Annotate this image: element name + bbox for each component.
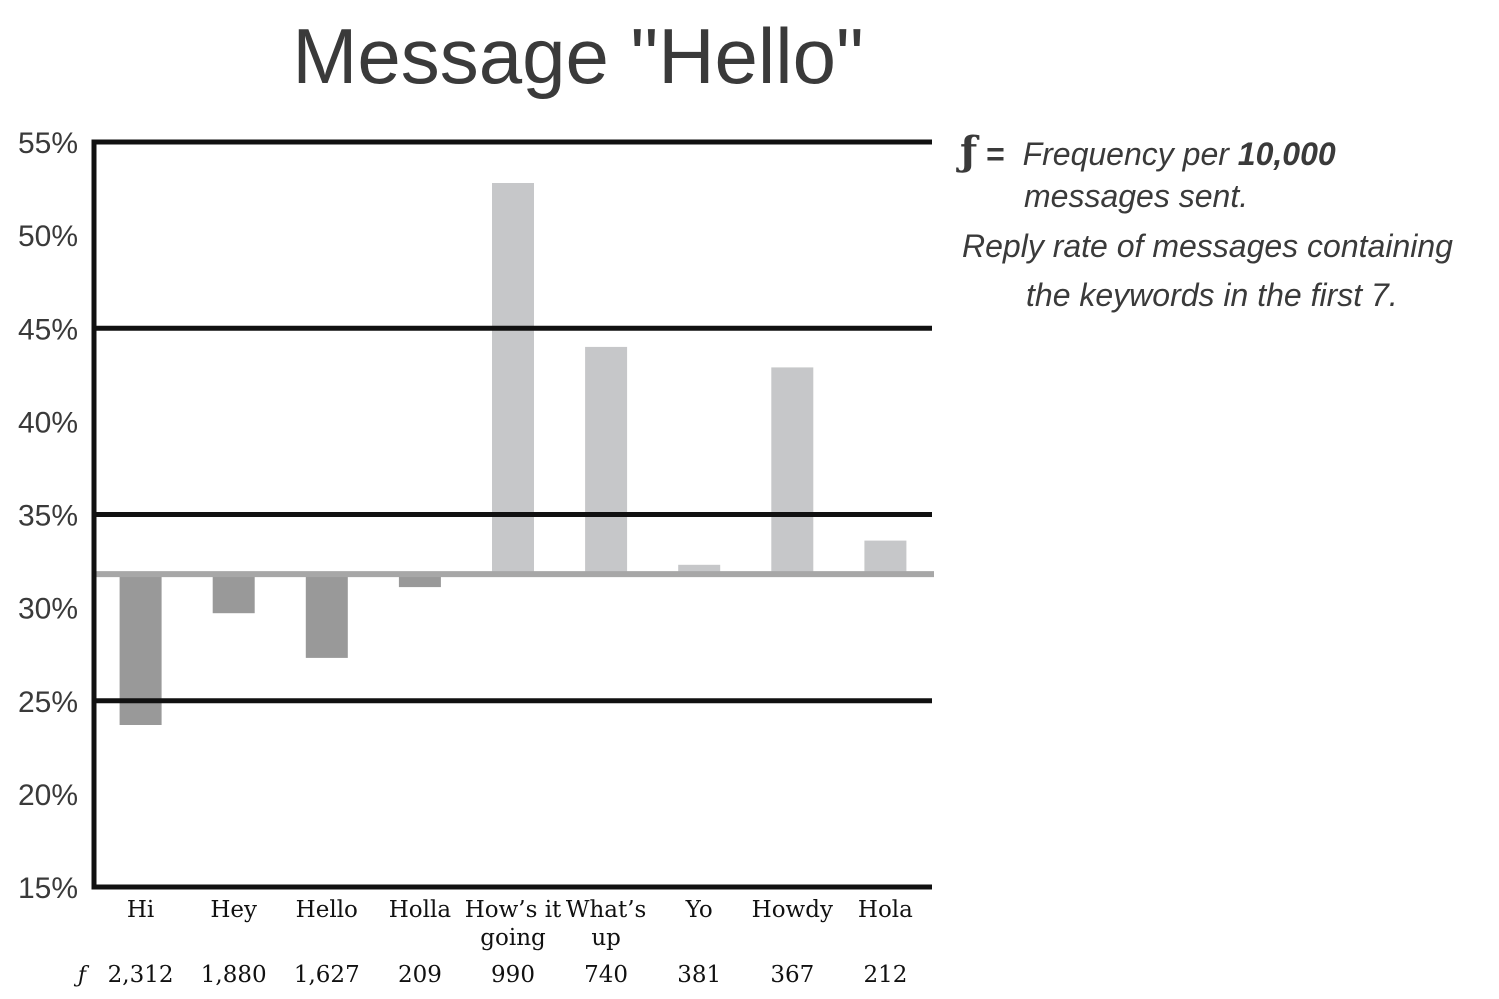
frequency-value: 381 xyxy=(677,962,721,988)
frequency-value: 1,627 xyxy=(294,962,360,988)
frequency-value: 740 xyxy=(584,962,628,988)
legend-frequency-prefix: Frequency per xyxy=(1022,136,1238,172)
legend-line-2: messages sent. xyxy=(1024,178,1249,214)
bar-how-s-it-going xyxy=(492,183,534,575)
x-category-label: Holla xyxy=(389,897,452,923)
y-tick-label: 35% xyxy=(18,500,78,533)
bar-what-s-up xyxy=(585,346,628,575)
x-category-label: How’s it going xyxy=(465,897,562,951)
x-category-label: Hey xyxy=(210,897,257,923)
bar-hola xyxy=(864,540,907,575)
x-category-label: Hi xyxy=(127,897,154,923)
bars-group xyxy=(119,183,907,725)
frequency-value: 990 xyxy=(491,962,535,988)
y-tick-label: 40% xyxy=(18,406,78,439)
y-tick-labels: 15% 20% 25% 30% 35% 40% 45% 50% 55% xyxy=(18,127,78,905)
y-tick-label: 30% xyxy=(18,593,78,626)
y-tick-label: 55% xyxy=(18,127,78,160)
bar-holla xyxy=(398,574,441,588)
legend-line-4: the keywords in the first 7. xyxy=(1026,277,1398,313)
y-tick-label: 25% xyxy=(18,686,78,719)
bar-howdy xyxy=(771,367,814,575)
legend-equals: = xyxy=(986,136,1005,172)
frequency-value: 1,880 xyxy=(201,962,267,988)
frequency-value: 212 xyxy=(863,962,907,988)
x-category-label: Hello xyxy=(296,897,358,923)
x-category-label: What’s up xyxy=(566,897,647,951)
y-tick-label: 50% xyxy=(18,220,78,253)
legend-line-3: Reply rate of messages containing xyxy=(962,228,1453,264)
legend-line-1: ƒ = Frequency per 10,000 xyxy=(960,128,1336,175)
bar-hey xyxy=(212,574,255,614)
frequency-value: 367 xyxy=(770,962,814,988)
frequency-symbol-icon: ƒ xyxy=(960,128,978,175)
x-category-label: Howdy xyxy=(752,897,833,923)
frequency-row: ƒ 2,312 1,880 1,627 209 990 740 381 367 212 xyxy=(73,962,907,988)
frequency-row-symbol: ƒ xyxy=(73,963,90,988)
frequency-value: 209 xyxy=(398,962,442,988)
x-category-label: Hola xyxy=(858,897,913,923)
y-tick-label: 15% xyxy=(18,872,78,905)
frequency-value: 2,312 xyxy=(108,962,174,988)
y-tick-label: 45% xyxy=(18,313,78,346)
bar-yo xyxy=(678,564,721,575)
legend-frequency-bold: 10,000 xyxy=(1237,136,1336,172)
x-category-label: Yo xyxy=(685,897,713,923)
bar-hello xyxy=(305,574,348,658)
gridlines-group xyxy=(91,139,934,890)
chart-title: Message "Hello" xyxy=(292,12,863,100)
y-tick-label: 20% xyxy=(18,779,78,812)
